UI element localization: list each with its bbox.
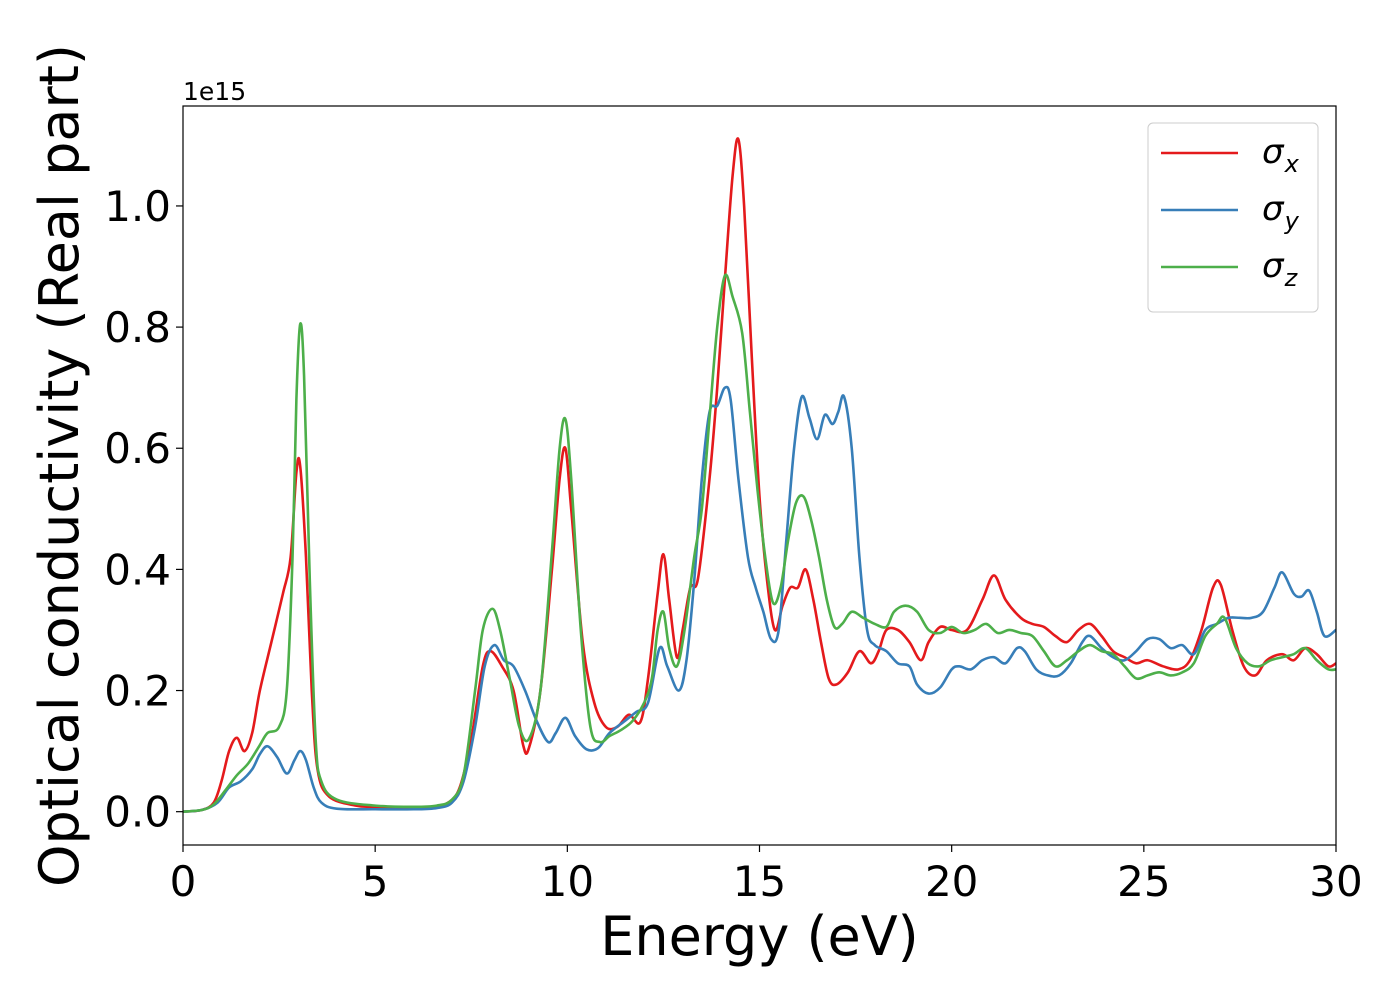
x-tick-label: 0 <box>170 857 197 906</box>
y-tick-label: 0.6 <box>104 424 171 473</box>
x-tick-label: 20 <box>925 857 978 906</box>
series-layer <box>183 137 1336 813</box>
y-tick-label: 0.8 <box>104 303 171 352</box>
x-tick-label: 25 <box>1117 857 1170 906</box>
series-line-y <box>183 385 1336 813</box>
y-tick-label: 0.0 <box>104 788 171 837</box>
y-offset-text: 1e15 <box>183 77 246 106</box>
legend-label-z: σz <box>1262 246 1299 292</box>
x-tick-label: 10 <box>541 857 594 906</box>
series-line-x <box>183 137 1336 813</box>
x-tick-label: 30 <box>1309 857 1362 906</box>
y-axis-label: Optical conductivity (Real part) <box>28 44 91 887</box>
x-tick-label: 5 <box>362 857 389 906</box>
legend-box <box>1147 122 1319 313</box>
y-tick-label: 0.4 <box>104 545 171 594</box>
legend: σx σy σz <box>1147 122 1319 313</box>
y-tick-label: 0.2 <box>104 667 171 716</box>
y-tick-label: 1.0 <box>104 182 171 231</box>
legend-label-x: σx <box>1262 132 1300 178</box>
ticks-layer: 0 5 10 15 20 25 30 0.0 0.2 0.4 0.6 0.8 1.0 <box>104 182 1363 906</box>
series-line-z <box>183 273 1336 813</box>
legend-label-y: σy <box>1262 189 1300 235</box>
x-tick-label: 15 <box>733 857 786 906</box>
x-axis-label: Energy (eV) <box>600 905 919 968</box>
